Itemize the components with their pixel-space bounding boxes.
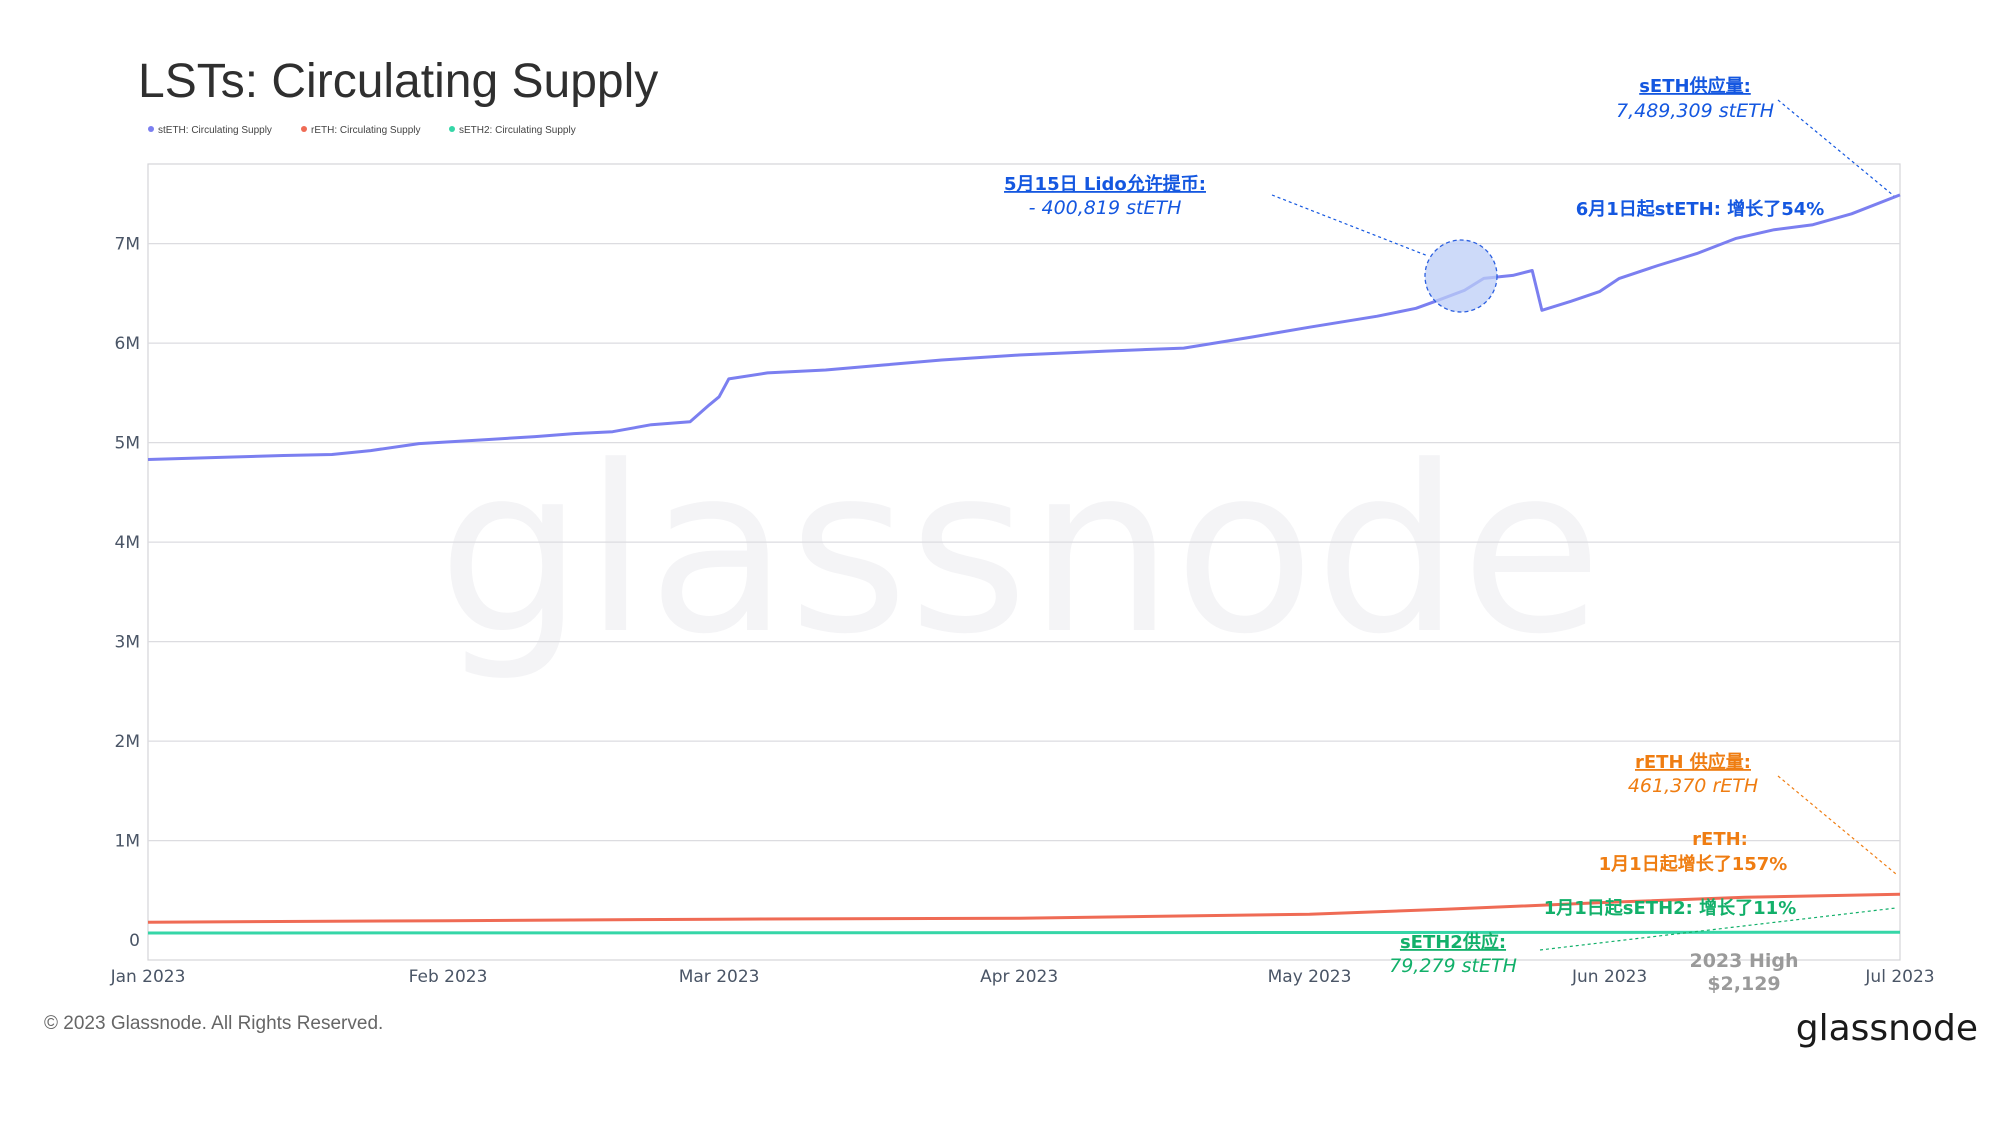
reth-supply-value: 461,370 rETH <box>1628 775 1758 797</box>
steth-growth-label: 6月1日起stETH: 增长了54% <box>1576 198 1825 220</box>
legend-item-reth[interactable]: rETH: Circulating Supply <box>301 125 420 136</box>
lido-withdrawal-value: - 400,819 stETH <box>1029 197 1182 219</box>
legend-item-seth2[interactable]: sETH2: Circulating Supply <box>449 125 576 136</box>
seth2-supply-value: 79,279 stETH <box>1389 955 1517 977</box>
steth-line <box>147 193 1901 461</box>
series-lines <box>147 193 1901 935</box>
x-tick-label: Jun 2023 <box>1571 967 1647 987</box>
glassnode-logo: glassnode <box>1796 1008 1978 1049</box>
annotations: sETH供应量: 7,489,309 stETH 5月15日 Lido允许提币:… <box>1004 75 1897 995</box>
legend-marker-steth <box>148 126 154 132</box>
x-tick-label: Apr 2023 <box>980 967 1058 987</box>
legend-label-steth: stETH: Circulating Supply <box>158 125 272 136</box>
y-tick-label: 2M <box>115 732 140 752</box>
steth-supply-label: sETH供应量: <box>1639 75 1751 97</box>
legend-item-steth[interactable]: stETH: Circulating Supply <box>148 125 272 136</box>
legend-marker-seth2 <box>449 126 455 132</box>
steth-supply-value: 7,489,309 stETH <box>1616 100 1774 122</box>
x-tick-label: May 2023 <box>1268 967 1352 987</box>
legend-marker-reth <box>301 126 307 132</box>
legend[interactable]: stETH: Circulating Supply rETH: Circulat… <box>148 125 576 136</box>
legend-label-seth2: sETH2: Circulating Supply <box>459 125 576 136</box>
seth2-growth-label: 1月1日起sETH2: 增长了11% <box>1544 897 1796 919</box>
y-tick-label: 1M <box>115 832 140 852</box>
x-tick-label: Feb 2023 <box>409 967 488 987</box>
year-high-value: $2,129 <box>1707 973 1780 995</box>
withdrawal-highlight-circle <box>1424 239 1498 313</box>
seth2-line <box>147 930 1901 935</box>
x-tick-label: Jul 2023 <box>1864 967 1934 987</box>
reth-line <box>147 892 1901 924</box>
y-tick-label: 7M <box>115 235 140 255</box>
y-tick-label: 0 <box>129 931 140 951</box>
chart-title: LSTs: Circulating Supply <box>138 55 658 108</box>
x-tick-label: Jan 2023 <box>110 967 186 987</box>
reth-growth-line-1: rETH: <box>1692 829 1748 850</box>
y-axis-ticks: 0 1M 2M 3M 4M 5M 6M 7M <box>115 235 140 951</box>
reth-supply-leader-line <box>1777 775 1897 875</box>
y-tick-label: 6M <box>115 334 140 354</box>
plot-frame <box>147 163 1901 961</box>
lido-withdrawal-label: 5月15日 Lido允许提币: <box>1004 173 1206 195</box>
lido-leader-line <box>1271 194 1429 257</box>
y-tick-label: 5M <box>115 434 140 454</box>
copyright-text: © 2023 Glassnode. All Rights Reserved. <box>44 1013 383 1034</box>
reth-supply-label: rETH 供应量: <box>1635 751 1751 773</box>
y-tick-label: 3M <box>115 633 140 653</box>
seth2-supply-label: sETH2供应: <box>1400 931 1506 953</box>
year-high-label: 2023 High <box>1689 950 1798 972</box>
x-tick-label: Mar 2023 <box>679 967 760 987</box>
watermark: glassnode <box>438 418 1603 685</box>
steth-supply-leader-line <box>1777 99 1895 197</box>
x-axis-ticks: Jan 2023 Feb 2023 Mar 2023 Apr 2023 May 2023… <box>110 967 1935 987</box>
legend-label-reth: rETH: Circulating Supply <box>311 125 420 136</box>
reth-growth-line-2: 1月1日起增长了157% <box>1599 853 1788 875</box>
y-tick-label: 4M <box>115 533 140 553</box>
